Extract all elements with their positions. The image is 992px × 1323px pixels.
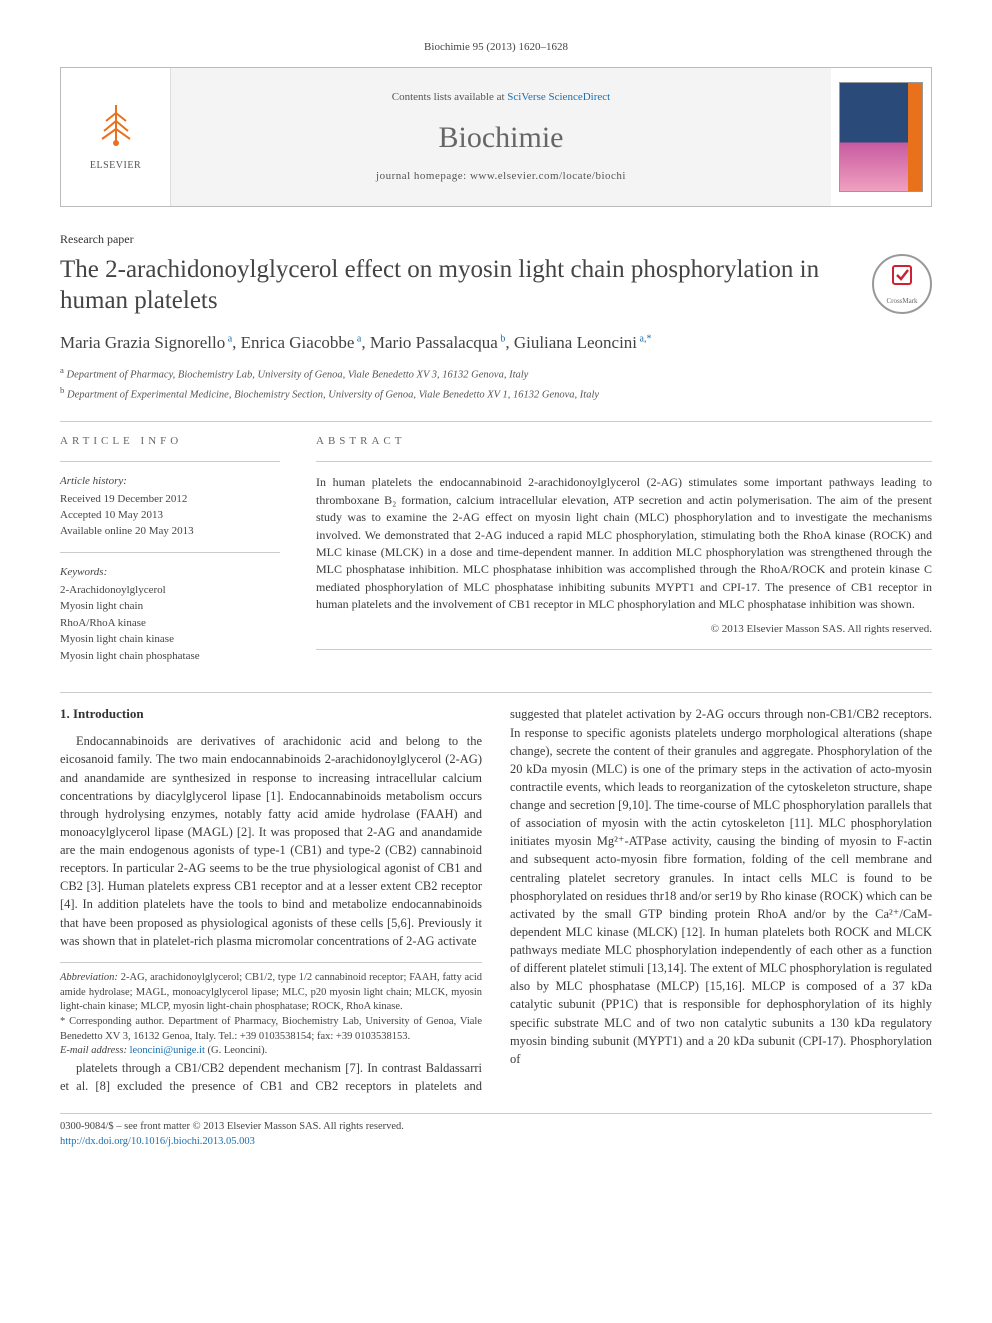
aff-text: Department of Experimental Medicine, Bio…: [67, 389, 599, 400]
author-aff-sup: a: [225, 333, 232, 344]
homepage-line: journal homepage: www.elsevier.com/locat…: [376, 169, 626, 184]
author: Maria Grazia Signorello: [60, 333, 225, 352]
crossmark-icon: [889, 262, 915, 297]
article-title: The 2-arachidonoylglycerol effect on myo…: [60, 254, 852, 317]
aff-text: Department of Pharmacy, Biochemistry Lab…: [67, 370, 529, 381]
contents-lists-line: Contents lists available at SciVerse Sci…: [392, 90, 610, 105]
footer-left: 0300-9084/$ – see front matter © 2013 El…: [60, 1120, 404, 1149]
history-line: Available online 20 May 2013: [60, 524, 280, 540]
keyword: Myosin light chain phosphatase: [60, 648, 280, 665]
author: Giuliana Leoncini: [514, 333, 637, 352]
author: Mario Passalacqua: [370, 333, 498, 352]
abbrev-label: Abbreviation:: [60, 972, 118, 983]
citation-line: Biochimie 95 (2013) 1620–1628: [60, 40, 932, 55]
author: Enrica Giacobbe: [241, 333, 355, 352]
abstract-label: ABSTRACT: [316, 434, 932, 449]
affiliation: b Department of Experimental Medicine, B…: [60, 384, 932, 403]
divider: [316, 649, 932, 650]
corr-label: * Corresponding author.: [60, 1016, 164, 1027]
email-author: (G. Leoncini).: [208, 1045, 268, 1056]
front-matter-line: 0300-9084/$ – see front matter © 2013 El…: [60, 1120, 404, 1135]
affiliation: a Department of Pharmacy, Biochemistry L…: [60, 364, 932, 383]
abbrev-text: 2-AG, arachidonoylglycerol; CB1/2, type …: [60, 972, 482, 1012]
divider: [60, 552, 280, 553]
history-line: Received 19 December 2012: [60, 492, 280, 508]
keywords-list: 2-Arachidonoylglycerol Myosin light chai…: [60, 582, 280, 665]
journal-title-cell: Contents lists available at SciVerse Sci…: [171, 68, 831, 206]
doi-link[interactable]: http://dx.doi.org/10.1016/j.biochi.2013.…: [60, 1136, 255, 1147]
article-info-label: ARTICLE INFO: [60, 434, 280, 449]
aff-sup: b: [60, 385, 64, 395]
info-abstract-row: ARTICLE INFO Article history: Received 1…: [60, 434, 932, 664]
corresponding-footnote: * Corresponding author. Department of Ph…: [60, 1015, 482, 1044]
crossmark-label: CrossMark: [886, 297, 917, 307]
article-info-column: ARTICLE INFO Article history: Received 1…: [60, 434, 280, 664]
journal-name: Biochimie: [439, 117, 564, 159]
homepage-prefix: journal homepage:: [376, 170, 470, 182]
affiliations: a Department of Pharmacy, Biochemistry L…: [60, 364, 932, 403]
aff-sup: a: [60, 365, 64, 375]
divider: [60, 461, 280, 462]
keyword: RhoA/RhoA kinase: [60, 615, 280, 632]
divider: [60, 421, 932, 422]
divider: [60, 692, 932, 693]
page-footer: 0300-9084/$ – see front matter © 2013 El…: [60, 1113, 932, 1149]
cover-side-label: BIOCHIMIE: [910, 131, 920, 177]
author-aff-sup: b: [498, 333, 506, 344]
article-type: Research paper: [60, 231, 932, 248]
crossmark-badge[interactable]: CrossMark: [872, 254, 932, 314]
section-heading: 1. Introduction: [60, 705, 482, 724]
sciencedirect-link[interactable]: SciVerse ScienceDirect: [507, 91, 610, 103]
publisher-name: ELSEVIER: [90, 159, 141, 173]
publisher-logo-cell: ELSEVIER: [61, 68, 171, 206]
keyword: Myosin light chain: [60, 598, 280, 615]
journal-header: ELSEVIER Contents lists available at Sci…: [60, 67, 932, 207]
contents-prefix: Contents lists available at: [392, 91, 507, 103]
divider: [316, 461, 932, 462]
body-text: 1. Introduction Endocannabinoids are der…: [60, 705, 932, 1095]
keyword: 2-Arachidonoylglycerol: [60, 582, 280, 599]
keyword: Myosin light chain kinase: [60, 631, 280, 648]
homepage-url[interactable]: www.elsevier.com/locate/biochi: [470, 170, 626, 182]
author-list: Maria Grazia Signorello a, Enrica Giacob…: [60, 331, 932, 355]
corresponding-star: *: [646, 333, 651, 344]
history-head: Article history:: [60, 474, 280, 489]
email-link[interactable]: leoncini@unige.it: [130, 1045, 205, 1056]
abstract-text: In human platelets the endocannabinoid 2…: [316, 474, 932, 613]
keywords-head: Keywords:: [60, 565, 280, 580]
cover-thumbnail: BIOCHIMIE: [839, 82, 923, 192]
author-aff-sup: a: [354, 333, 361, 344]
email-footnote: E-mail address: leoncini@unige.it (G. Le…: [60, 1044, 482, 1059]
body-paragraph: Endocannabinoids are derivatives of arac…: [60, 732, 482, 950]
abbreviations-footnote: Abbreviation: 2-AG, arachidonoylglycerol…: [60, 971, 482, 1015]
abstract-column: ABSTRACT In human platelets the endocann…: [316, 434, 932, 664]
cover-thumbnail-cell: BIOCHIMIE: [831, 68, 931, 206]
footnote-block: Abbreviation: 2-AG, arachidonoylglycerol…: [60, 962, 482, 1059]
elsevier-tree-icon: [92, 101, 140, 155]
abstract-copyright: © 2013 Elsevier Masson SAS. All rights r…: [316, 622, 932, 637]
email-label: E-mail address:: [60, 1045, 127, 1056]
history-line: Accepted 10 May 2013: [60, 508, 280, 524]
title-row: The 2-arachidonoylglycerol effect on myo…: [60, 254, 932, 317]
